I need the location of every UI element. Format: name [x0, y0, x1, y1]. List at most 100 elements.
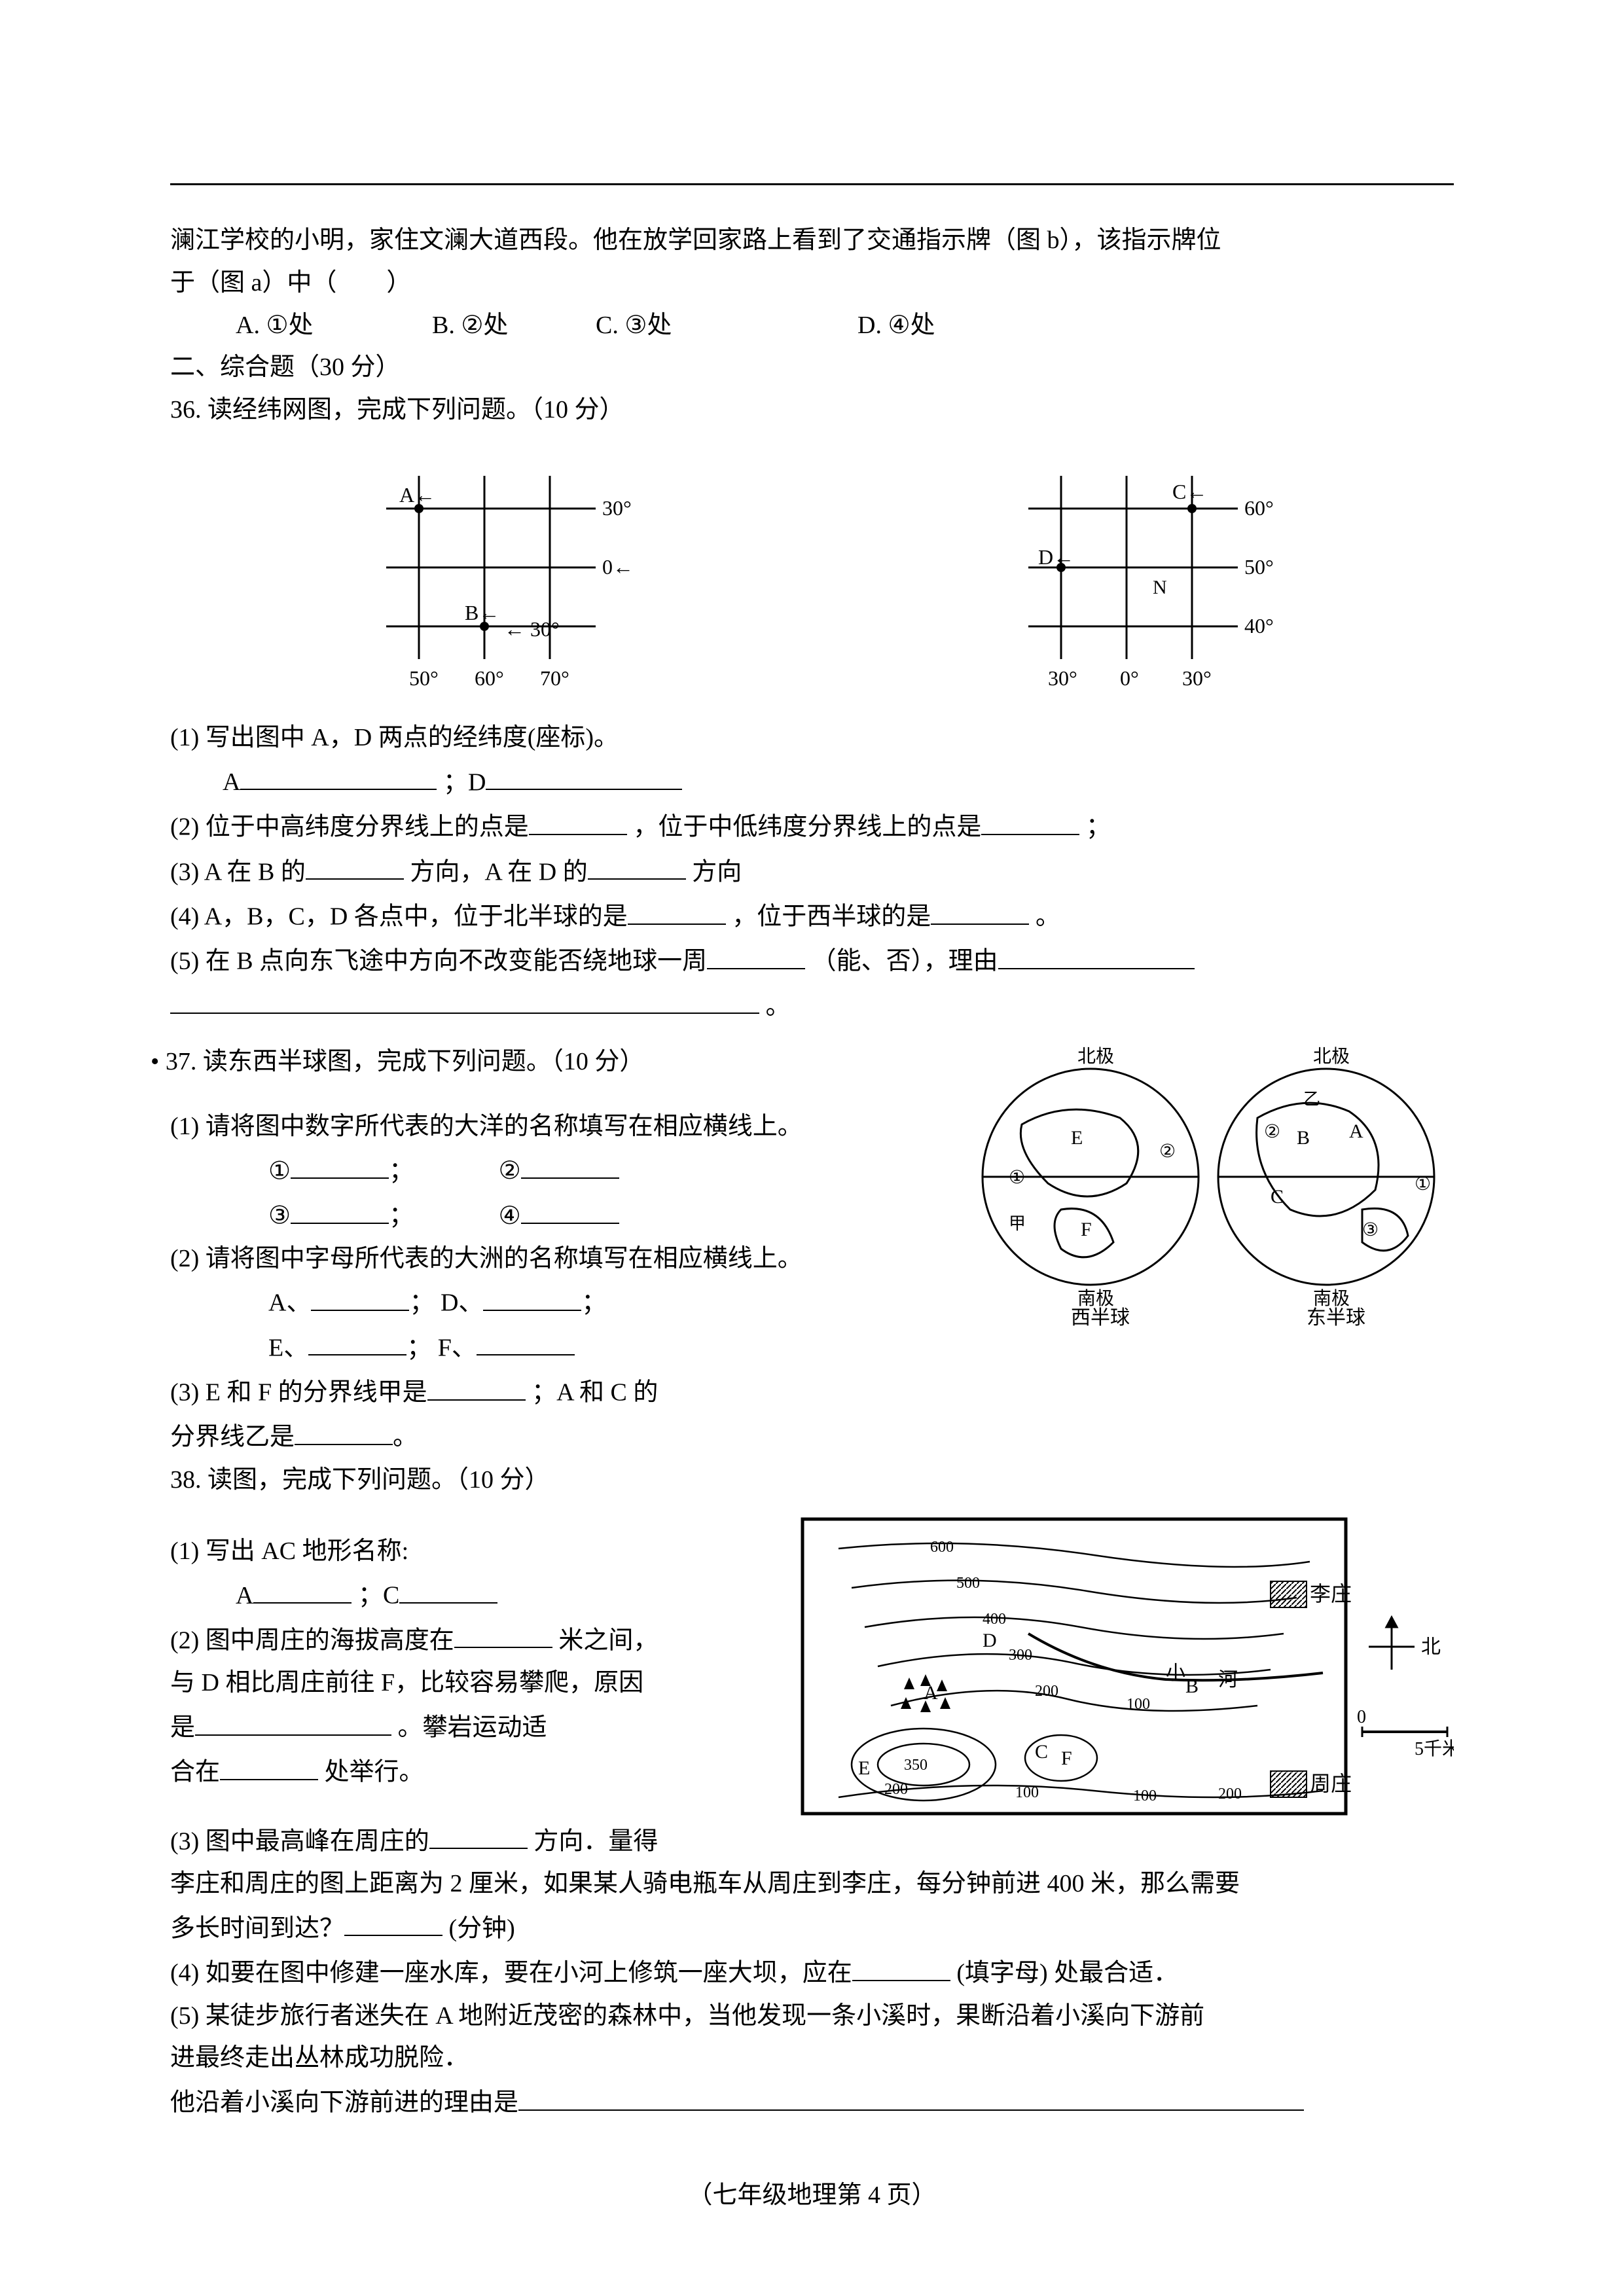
svg-text:②: ② — [1264, 1122, 1280, 1142]
q36-1b-A: A — [170, 768, 240, 796]
svg-text:E: E — [1071, 1127, 1083, 1149]
q38-5b: 进最终走出丛林成功脱险． — [170, 2038, 1454, 2078]
blank[interactable] — [931, 895, 1029, 925]
t: 方向，A 在 D 的 — [410, 858, 587, 886]
q35-options: A. ①处 B. ②处 C. ③处 D. ④处 — [170, 306, 1454, 346]
t: 。攀岩运动适 — [398, 1714, 547, 1742]
blank[interactable] — [486, 761, 682, 791]
t: ； — [581, 1289, 606, 1317]
svg-text:南极: 南极 — [1313, 1288, 1350, 1309]
blank[interactable] — [170, 984, 759, 1014]
blank[interactable] — [588, 850, 686, 880]
blank[interactable] — [311, 1281, 409, 1311]
t: 。 — [1036, 903, 1060, 931]
blank[interactable] — [981, 805, 1079, 835]
q38-2b: 与 D 相比周庄前往 F，比较容易攀爬，原因 — [170, 1663, 786, 1703]
n-label: N — [1153, 577, 1167, 598]
blank[interactable] — [344, 1907, 442, 1937]
svg-text:200: 200 — [1035, 1683, 1058, 1700]
svg-text:200: 200 — [1218, 1785, 1242, 1803]
blank[interactable] — [220, 1750, 318, 1780]
q36-5a: (5) 在 B 点向东飞途中方向不改变能否绕地球一周 （能、否），理由 — [170, 939, 1454, 981]
svg-text:小: 小 — [1166, 1662, 1185, 1684]
page-footer: （七年级地理第 4 页） — [170, 2176, 1454, 2215]
blank[interactable] — [295, 1415, 393, 1445]
t: （能、否），理由 — [812, 948, 998, 975]
blank[interactable] — [628, 895, 726, 925]
svg-text:100: 100 — [1015, 1784, 1039, 1801]
q38-1b: A ；C — [170, 1573, 786, 1615]
blank[interactable] — [253, 1573, 352, 1604]
opt-c: C. ③处 — [596, 306, 857, 346]
svg-text:周庄: 周庄 — [1310, 1772, 1352, 1795]
grid-left-diagram: A← B← 30° 0← ← 30° 50° 60° 70° — [321, 450, 661, 698]
t: D、 — [441, 1289, 483, 1317]
blank[interactable] — [429, 1820, 528, 1850]
svg-text:200: 200 — [884, 1781, 908, 1798]
t: (2) 图中周庄的海拔高度在 — [170, 1626, 454, 1654]
t: (4) A，B，C，D 各点中，位于北半球的是 — [170, 903, 628, 931]
blank[interactable] — [195, 1706, 391, 1736]
t: (3) 图中最高峰在周庄的 — [170, 1827, 429, 1855]
t: 方向．量得 — [533, 1827, 658, 1855]
q36-4: (4) A，B，C，D 各点中，位于北半球的是 ，位于西半球的是 。 — [170, 895, 1454, 937]
svg-text:李庄: 李庄 — [1310, 1582, 1352, 1605]
svg-text:F: F — [1081, 1219, 1092, 1240]
blank[interactable] — [852, 1951, 950, 1981]
svg-text:西半球: 西半球 — [1071, 1307, 1130, 1327]
t: ； — [389, 1157, 414, 1185]
svg-text:5千米: 5千米 — [1415, 1738, 1454, 1759]
lat-50: 50° — [1244, 555, 1274, 579]
t: ① — [268, 1157, 291, 1185]
topo-map: 600500 400300 200100 350 200100 100200 A… — [799, 1516, 1454, 1817]
blank[interactable] — [427, 1371, 526, 1401]
t: (3) A 在 B 的 — [170, 858, 306, 886]
pt-C: C← — [1172, 480, 1207, 503]
blank[interactable] — [483, 1281, 581, 1311]
blank[interactable] — [454, 1619, 552, 1649]
blank[interactable] — [308, 1326, 406, 1356]
lon-60: 60° — [475, 666, 504, 690]
hemispheres-diagram: 北极 北极 南极 南极 西半球 东半球 E F ① ② 甲 A C B ② ① … — [969, 1039, 1454, 1327]
t: ，位于中低纬度分界线上的点是 — [633, 814, 981, 841]
t: F、 — [438, 1334, 477, 1361]
blank[interactable] — [521, 1149, 619, 1179]
t: 是 — [170, 1714, 195, 1742]
blank[interactable] — [291, 1194, 389, 1224]
svg-text:C: C — [1271, 1186, 1284, 1208]
blank[interactable] — [518, 2081, 1304, 2111]
svg-text:河: 河 — [1218, 1669, 1238, 1691]
lon-70: 70° — [540, 666, 569, 690]
blank[interactable] — [240, 761, 437, 791]
q38-2c: 是 。攀岩运动适 — [170, 1706, 786, 1748]
blank[interactable] — [477, 1326, 575, 1356]
blank[interactable] — [399, 1573, 497, 1604]
svg-text:400: 400 — [983, 1611, 1006, 1628]
q37-1-items-b: ③； ④ — [170, 1194, 950, 1236]
t: ； — [1086, 814, 1111, 841]
t: 米之间， — [558, 1626, 658, 1654]
blank[interactable] — [998, 939, 1195, 969]
q36-5b: 。 — [170, 984, 1454, 1026]
q38-title: 38. 读图，完成下列问题。（10 分） — [170, 1460, 950, 1500]
blank[interactable] — [707, 939, 805, 969]
q38-3b: 李庄和周庄的图上距离为 2 厘米，如果某人骑电瓶车从周庄到李庄，每分钟前进 40… — [170, 1864, 1454, 1904]
blank[interactable] — [291, 1149, 389, 1179]
t: (填字母) 处最合适． — [956, 1960, 1178, 1987]
intro-line-2: 于（图 a）中（ ） — [170, 263, 1454, 303]
q38-5a: (5) 某徒步旅行者迷失在 A 地附近茂密的森林中，当他发现一条小溪时，果断沿着… — [170, 1996, 1454, 2036]
svg-text:北极: 北极 — [1077, 1046, 1114, 1067]
q37-left: • 37. 读东西半球图，完成下列问题。（10 分） (1) 请将图中数字所代表… — [170, 1039, 950, 1503]
blank[interactable] — [521, 1194, 619, 1224]
blank[interactable] — [306, 850, 404, 880]
intro-line-1: 澜江学校的小明，家住文澜大道西段。他在放学回家路上看到了交通指示牌（图 b），该… — [170, 221, 1454, 260]
t: 多长时间到达？ — [170, 1914, 344, 1942]
svg-text:①: ① — [1009, 1168, 1025, 1188]
q38-4: (4) 如要在图中修建一座水库，要在小河上修筑一座大坝，应在 (填字母) 处最合… — [170, 1951, 1454, 1993]
q36-2: (2) 位于中高纬度分界线上的点是 ，位于中低纬度分界线上的点是 ； — [170, 805, 1454, 847]
blank[interactable] — [529, 805, 627, 835]
t: ，位于西半球的是 — [732, 903, 931, 931]
pt-D: D← — [1038, 545, 1074, 569]
q38-2a: (2) 图中周庄的海拔高度在 米之间， — [170, 1619, 786, 1660]
svg-text:600: 600 — [930, 1539, 954, 1556]
